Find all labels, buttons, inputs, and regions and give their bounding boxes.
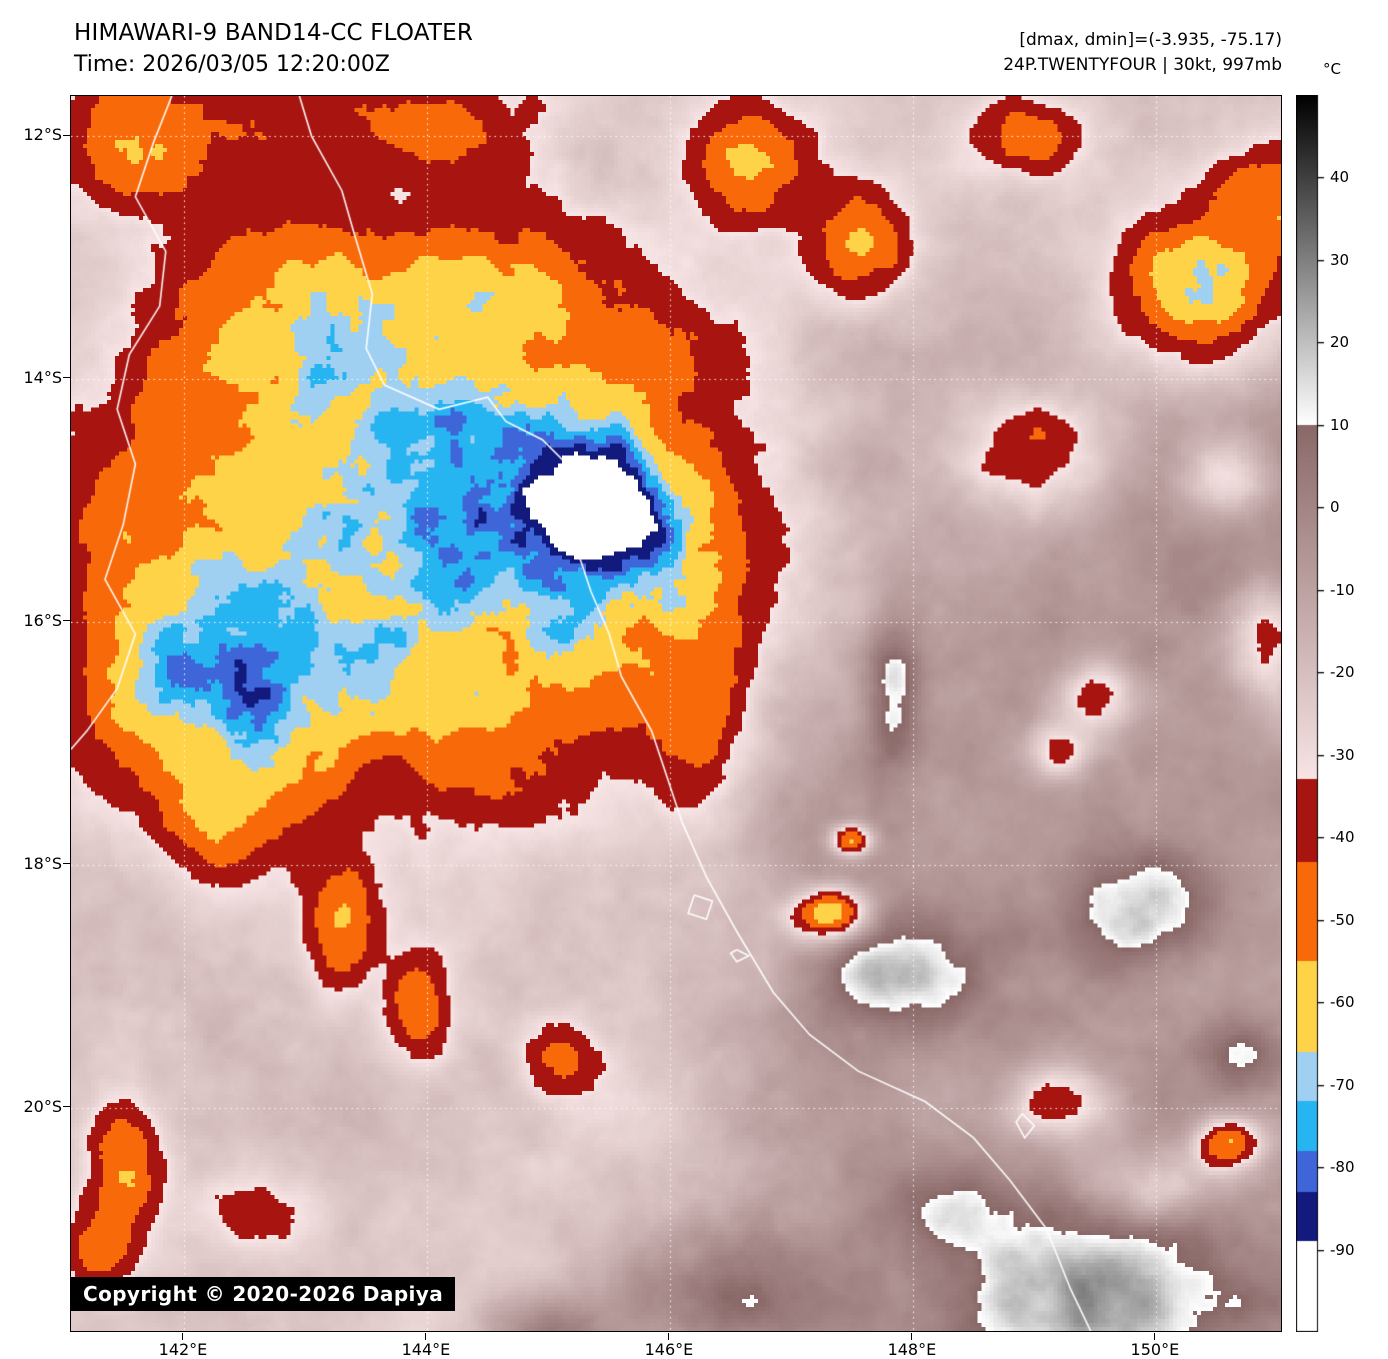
lon-tick-mark <box>425 1333 427 1340</box>
lon-tick-label: 144°E <box>401 1340 451 1359</box>
lon-tick-label: 150°E <box>1130 1340 1180 1359</box>
lon-tick-mark <box>911 1333 913 1340</box>
temperature-colorbar <box>1296 95 1326 1332</box>
colorbar-tick-label: 30 <box>1330 250 1350 269</box>
lon-tick-label: 148°E <box>887 1340 937 1359</box>
colorbar-tick-label: 0 <box>1330 498 1340 517</box>
colorbar-tick-label: -50 <box>1330 910 1355 929</box>
lon-tick-label: 142°E <box>158 1340 208 1359</box>
lon-tick-mark <box>668 1333 670 1340</box>
colorbar-unit-label: °C <box>1323 60 1341 78</box>
lat-tick-mark <box>63 863 70 865</box>
lon-tick-mark <box>1154 1333 1156 1340</box>
colorbar-tick-label: -10 <box>1330 580 1355 599</box>
lat-tick-label: 18°S <box>23 853 62 873</box>
lat-tick-mark <box>63 620 70 622</box>
colorbar-tick-label: -90 <box>1330 1240 1355 1259</box>
colorbar-tick-label: -40 <box>1330 828 1355 847</box>
satellite-map-panel: Copyright © 2020-2026 Dapiya <box>70 95 1282 1332</box>
lat-tick-label: 16°S <box>23 610 62 630</box>
copyright-label: Copyright © 2020-2026 Dapiya <box>71 1277 456 1311</box>
colorbar-tick-label: -80 <box>1330 1158 1355 1177</box>
figure-title: HIMAWARI-9 BAND14-CC FLOATER <box>74 20 474 46</box>
lon-tick-mark <box>182 1333 184 1340</box>
colorbar-tick-label: -70 <box>1330 1075 1355 1094</box>
lat-tick-mark <box>63 1106 70 1108</box>
colorbar-tick-label: 20 <box>1330 333 1350 352</box>
lat-tick-label: 14°S <box>23 367 62 387</box>
colorbar-tick-label: -60 <box>1330 993 1355 1012</box>
lat-tick-label: 12°S <box>23 125 62 145</box>
colorbar-tick-label: 10 <box>1330 415 1350 434</box>
colorbar-tick-label: 40 <box>1330 168 1350 187</box>
colorbar-tick-label: -20 <box>1330 663 1355 682</box>
storm-info-readout: 24P.TWENTYFOUR | 30kt, 997mb <box>1003 55 1282 75</box>
figure-meta: [dmax, dmin]=(-3.935, -75.17) 24P.TWENTY… <box>1003 28 1282 78</box>
lat-tick-mark <box>63 377 70 379</box>
lat-tick-label: 20°S <box>23 1096 62 1116</box>
colorbar-tick-label: -30 <box>1330 745 1355 764</box>
dmax-dmin-readout: [dmax, dmin]=(-3.935, -75.17) <box>1019 30 1282 50</box>
figure-timestamp: Time: 2026/03/05 12:20:00Z <box>74 52 390 77</box>
lat-tick-mark <box>63 134 70 136</box>
grid-coastline-overlay <box>71 96 1281 1331</box>
lon-tick-label: 146°E <box>644 1340 694 1359</box>
